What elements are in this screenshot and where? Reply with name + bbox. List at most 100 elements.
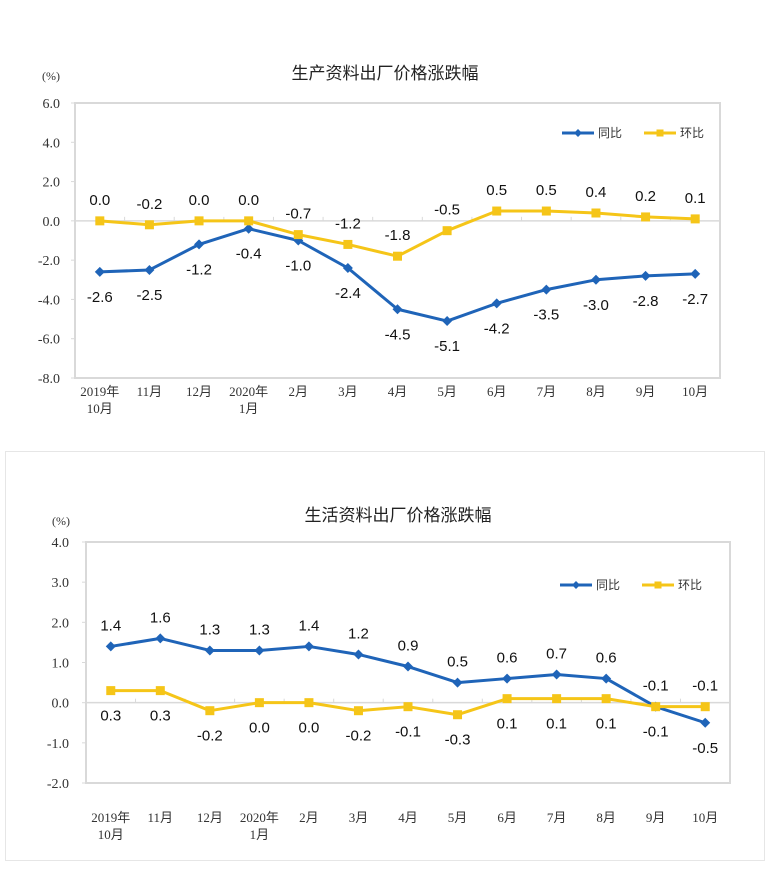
x-tick-label: 2月	[289, 384, 309, 399]
data-point-yoy	[452, 677, 463, 688]
data-point-mom	[641, 212, 651, 222]
data-label-yoy: -0.4	[236, 246, 262, 263]
data-point-mom	[155, 686, 165, 696]
data-point-yoy	[303, 641, 314, 652]
data-label-yoy: -0.5	[692, 740, 718, 757]
data-label-yoy: 1.3	[199, 621, 220, 638]
data-label-yoy: -2.5	[136, 287, 162, 304]
data-point-yoy	[94, 266, 105, 277]
x-tick-label: 7月	[537, 384, 557, 399]
data-label-yoy: 0.5	[447, 654, 468, 671]
y-tick-label: -8.0	[38, 372, 60, 387]
x-tick-label: 1月	[250, 827, 270, 842]
x-tick-label: 4月	[388, 384, 408, 399]
data-label-yoy: -3.5	[533, 307, 559, 324]
legend-marker-yoy	[574, 129, 582, 137]
y-tick-label: 3.0	[52, 576, 70, 591]
data-point-mom	[690, 214, 700, 224]
data-point-mom	[106, 686, 116, 696]
x-tick-label: 3月	[349, 810, 369, 825]
legend-label-mom: 环比	[678, 578, 702, 592]
y-tick-label: -2.0	[47, 777, 69, 792]
legend-label-yoy: 同比	[598, 126, 622, 140]
data-point-mom	[393, 251, 402, 261]
data-label-mom: 0.0	[238, 192, 259, 209]
x-tick-label: 12月	[186, 384, 212, 399]
x-tick-label: 8月	[596, 810, 616, 825]
x-tick-label: 2月	[299, 810, 319, 825]
y-axis-unit: (%)	[52, 514, 70, 528]
data-label-mom: -0.1	[395, 724, 421, 741]
data-label-yoy: -0.1	[643, 724, 669, 741]
data-label-mom: -0.7	[285, 206, 311, 223]
data-label-yoy: -5.1	[434, 338, 460, 355]
data-point-yoy	[194, 239, 205, 250]
x-tick-label: 12月	[197, 810, 223, 825]
data-label-mom: 0.1	[685, 190, 706, 207]
data-label-yoy: -1.0	[285, 258, 311, 275]
data-point-yoy	[491, 298, 502, 309]
data-label-mom: -0.5	[434, 202, 460, 219]
data-label-yoy: -4.5	[385, 326, 411, 343]
data-point-mom	[194, 216, 204, 226]
data-point-mom	[502, 694, 512, 704]
data-label-yoy: -1.2	[186, 261, 212, 278]
data-label-mom: -1.2	[335, 215, 361, 232]
data-label-mom: 0.3	[100, 708, 121, 725]
legend-label-mom: 环比	[680, 126, 704, 140]
x-tick-label: 2019年	[91, 810, 130, 825]
data-label-mom: 0.5	[536, 182, 557, 199]
x-tick-label: 5月	[448, 810, 468, 825]
data-point-yoy	[601, 673, 612, 684]
data-point-yoy	[403, 661, 413, 672]
data-label-mom: -0.2	[136, 196, 162, 213]
x-tick-label: 9月	[646, 810, 666, 825]
data-point-yoy	[353, 649, 364, 660]
data-label-yoy: -2.8	[633, 293, 659, 310]
data-point-yoy	[700, 717, 711, 728]
data-point-mom	[343, 239, 353, 249]
data-point-yoy	[541, 284, 552, 295]
data-point-mom	[403, 702, 413, 712]
data-label-mom: 0.0	[89, 192, 110, 209]
x-tick-label: 10月	[682, 384, 708, 399]
data-label-yoy: -2.6	[87, 289, 113, 306]
data-label-yoy: -2.7	[682, 291, 708, 308]
data-label-mom: 0.0	[249, 720, 270, 737]
data-label-yoy: -2.4	[335, 285, 361, 302]
data-label-mom: 0.0	[189, 192, 210, 209]
data-label-yoy: -3.0	[583, 297, 609, 314]
data-label-yoy: 1.2	[348, 625, 369, 642]
data-point-mom	[254, 698, 264, 708]
data-point-yoy	[590, 274, 601, 285]
data-label-mom: -0.1	[692, 678, 718, 695]
x-tick-label: 10月	[87, 401, 113, 416]
chart-title: 生活资料出厂价格涨跌幅	[305, 506, 492, 526]
data-label-mom: 0.2	[635, 188, 656, 205]
y-tick-label: -2.0	[38, 254, 60, 269]
data-point-mom	[205, 706, 215, 716]
y-tick-label: -6.0	[38, 333, 60, 348]
data-point-yoy	[204, 645, 215, 656]
y-tick-label: -4.0	[38, 293, 60, 308]
x-tick-label: 5月	[437, 384, 457, 399]
data-point-yoy	[690, 268, 701, 279]
data-point-mom	[293, 230, 303, 240]
data-point-yoy	[392, 304, 403, 315]
data-label-mom: 0.1	[497, 716, 518, 733]
y-tick-label: 4.0	[43, 136, 61, 151]
x-tick-label: 10月	[98, 827, 124, 842]
data-label-mom: -0.1	[643, 678, 669, 695]
data-label-mom: 0.3	[150, 708, 171, 725]
legend-marker-mom	[656, 129, 664, 137]
data-point-yoy	[105, 641, 116, 652]
data-label-mom: -0.3	[445, 732, 471, 749]
data-point-mom	[601, 694, 611, 704]
y-tick-label: 4.0	[52, 536, 70, 551]
x-tick-label: 1月	[239, 401, 259, 416]
data-point-yoy	[442, 316, 453, 327]
data-point-mom	[442, 226, 452, 236]
data-point-mom	[541, 206, 551, 216]
x-tick-label: 4月	[398, 810, 418, 825]
chart-consumer-goods	[5, 451, 765, 861]
